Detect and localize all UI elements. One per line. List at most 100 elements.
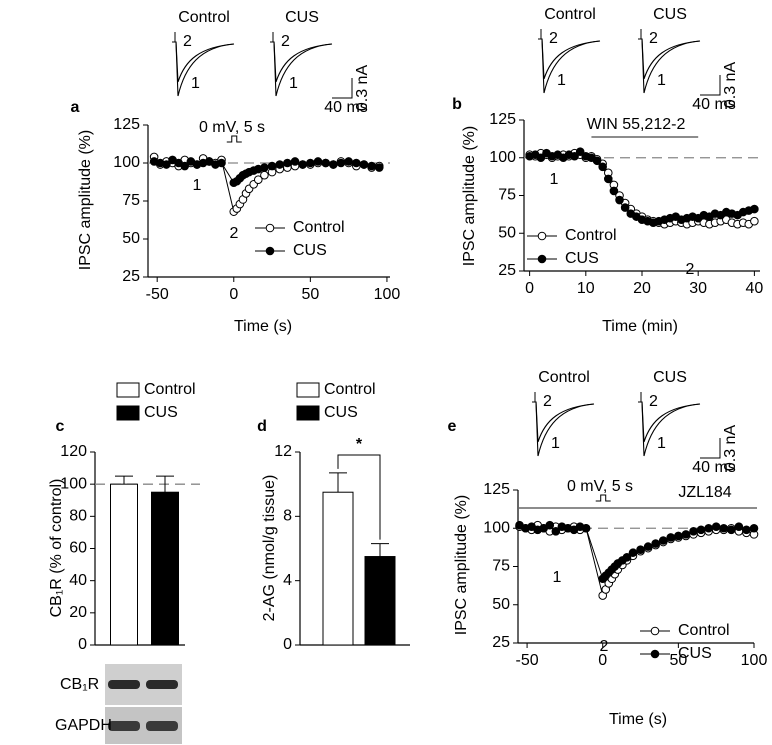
legend-marker xyxy=(650,649,660,659)
data-point xyxy=(545,520,555,530)
data-point xyxy=(570,151,579,161)
current-trace xyxy=(172,41,235,83)
y-tick-label: 20 xyxy=(69,604,87,621)
data-point xyxy=(749,523,759,533)
x-tick-label: 10 xyxy=(577,280,595,297)
data-point xyxy=(275,160,285,169)
drug-label: WIN 55,212-2 xyxy=(587,116,686,133)
y-tick-label: 120 xyxy=(60,443,87,460)
x-tick-label: 100 xyxy=(374,286,401,303)
legend-marker xyxy=(650,626,660,636)
data-point xyxy=(704,523,713,533)
trace-label: 1 xyxy=(289,75,298,92)
current-trace xyxy=(532,401,595,457)
bar xyxy=(151,491,179,646)
legend-label: Control xyxy=(144,381,196,398)
x-tick-label: 50 xyxy=(301,286,319,303)
significance-bracket xyxy=(337,454,381,540)
point-label: 2 xyxy=(600,638,609,655)
y-axis-label: CB₁R (% of control) xyxy=(48,479,65,618)
current-trace xyxy=(270,41,333,97)
y-tick-label: 50 xyxy=(498,224,516,241)
trace-label: 1 xyxy=(657,435,666,452)
point-label: 1 xyxy=(550,171,559,188)
y-axis-label: IPSC amplitude (%) xyxy=(453,495,470,636)
y-tick-label: 25 xyxy=(492,634,510,651)
trace-label: 1 xyxy=(557,72,566,89)
legend-swatch xyxy=(116,405,140,421)
trace-label: 2 xyxy=(281,33,290,50)
data-point xyxy=(367,161,376,171)
legend-marker xyxy=(265,223,275,233)
current-trace xyxy=(532,401,595,443)
current-trace xyxy=(172,41,235,97)
y-tick-label: 80 xyxy=(69,508,87,525)
blot-label: CB₁R xyxy=(60,676,99,693)
y-tick-label: 75 xyxy=(492,558,510,575)
legend-label: CUS xyxy=(324,404,358,421)
scale-y-label: 0.3 nA xyxy=(722,62,739,109)
data-point xyxy=(628,548,638,558)
data-point xyxy=(719,523,729,533)
y-tick-label: 4 xyxy=(283,572,292,589)
data-point xyxy=(581,523,591,533)
data-point xyxy=(696,525,706,535)
y-tick-label: 125 xyxy=(483,481,510,498)
legend-label: CUS xyxy=(678,645,712,662)
legend-marker xyxy=(537,231,547,241)
legend-label: CUS xyxy=(565,250,599,267)
trace-label: 2 xyxy=(183,33,192,50)
data-point xyxy=(603,174,613,184)
current-trace xyxy=(638,401,701,443)
blot-label: GAPDH xyxy=(55,717,112,734)
data-point xyxy=(592,156,602,166)
data-point xyxy=(742,525,751,535)
y-tick-label: 0 xyxy=(78,636,87,653)
scale-x-label: 40 ms xyxy=(324,99,368,116)
inset-label: Control xyxy=(178,9,230,26)
current-trace xyxy=(538,38,601,80)
x-axis-label: Time (s) xyxy=(609,711,667,728)
x-tick-label: 40 xyxy=(745,280,763,297)
trace-label: 2 xyxy=(649,393,658,410)
current-trace xyxy=(638,401,701,457)
legend-marker xyxy=(537,254,547,264)
y-tick-label: 125 xyxy=(113,116,140,133)
point-label: 1 xyxy=(553,569,562,586)
scale-bar xyxy=(332,78,353,99)
legend-swatch xyxy=(296,405,320,421)
current-trace xyxy=(538,38,601,94)
panel-letter: e xyxy=(448,418,457,435)
data-point xyxy=(260,170,269,180)
x-tick-label: -50 xyxy=(516,652,539,669)
y-tick-label: 50 xyxy=(122,230,140,247)
legend-marker xyxy=(265,246,275,256)
legend-label: CUS xyxy=(144,404,178,421)
data-point xyxy=(620,203,630,212)
x-tick-label: 20 xyxy=(633,280,651,297)
current-trace xyxy=(638,38,701,80)
data-point xyxy=(674,531,683,541)
legend-label: Control xyxy=(324,381,376,398)
y-axis-label: IPSC amplitude (%) xyxy=(461,126,478,267)
y-tick-label: 0 xyxy=(283,636,292,653)
legend-swatch xyxy=(296,382,320,398)
trace-label: 1 xyxy=(657,72,666,89)
x-tick-label: 50 xyxy=(669,652,687,669)
data-point xyxy=(750,216,759,226)
scale-bar xyxy=(700,75,721,96)
data-point xyxy=(536,153,546,163)
inset-label: Control xyxy=(538,369,590,386)
data-point xyxy=(727,525,736,535)
data-point xyxy=(253,175,263,185)
blot-band xyxy=(146,721,178,731)
trace-label: 2 xyxy=(549,30,558,47)
data-point xyxy=(643,542,653,551)
y-tick-label: 60 xyxy=(69,540,87,557)
data-point xyxy=(615,195,624,205)
x-tick-label: 30 xyxy=(689,280,707,297)
data-point xyxy=(666,533,676,542)
inset-label: CUS xyxy=(285,9,319,26)
data-point xyxy=(298,160,307,169)
